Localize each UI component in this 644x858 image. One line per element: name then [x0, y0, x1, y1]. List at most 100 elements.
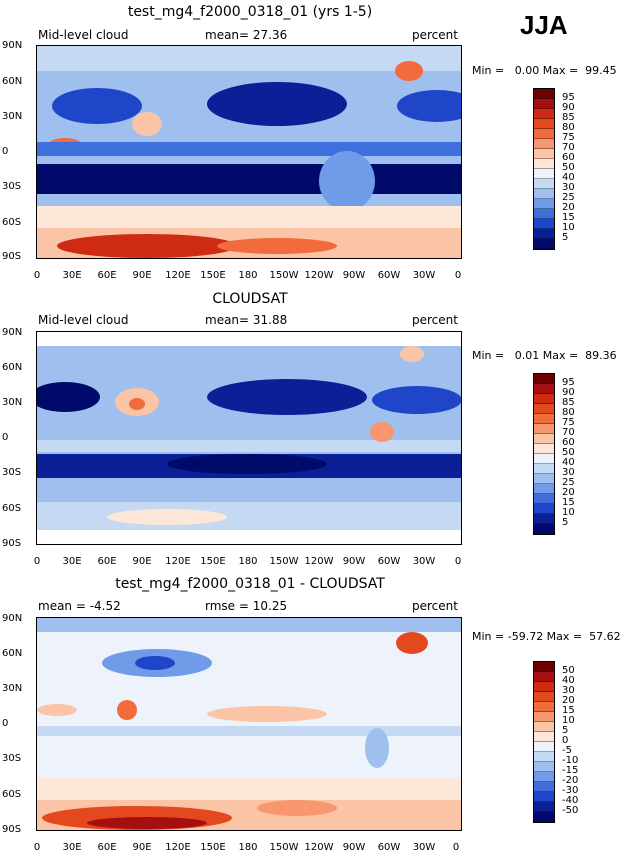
lat-tick: 60S [2, 503, 22, 514]
lon-tick: 120W [304, 556, 334, 567]
colorbar-swatch [534, 752, 554, 762]
lon-tick: 120E [165, 270, 191, 281]
colorbar-label: 60 [562, 437, 575, 448]
colorbar-swatch [534, 414, 554, 424]
colorbar-label: 95 [562, 92, 575, 103]
colorbar-swatch [534, 792, 554, 802]
lat-tick: 30N [2, 397, 23, 408]
colorbar-swatch [534, 504, 554, 514]
colorbar-label: 50 [562, 447, 575, 458]
colorbar-label: 80 [562, 407, 575, 418]
colorbar-label: -5 [562, 745, 572, 756]
colorbar-label: -40 [562, 795, 579, 806]
colorbar-swatch [534, 199, 554, 209]
lon-tick: 30W [412, 556, 436, 567]
colorbar-label: -20 [562, 775, 579, 786]
colorbar-swatch [534, 159, 554, 169]
lat-tick: 90S [2, 538, 22, 549]
panel-title: CLOUDSAT [212, 291, 288, 307]
colorbar-swatch [534, 424, 554, 434]
colorbar-swatch [534, 682, 554, 692]
colorbar-label: 60 [562, 152, 575, 163]
colorbar-swatch [534, 742, 554, 752]
lat-tick: 90N [2, 327, 23, 338]
colorbar-swatch [534, 219, 554, 229]
lon-tick: 0 [454, 556, 462, 567]
lon-tick: 90W [342, 270, 366, 281]
lon-tick: 150E [200, 556, 226, 567]
colorbar-swatch [534, 722, 554, 732]
panel-title: test_mg4_f2000_0318_01 - CLOUDSAT [115, 576, 385, 592]
colorbar-label: -15 [562, 765, 579, 776]
colorbar-label: 85 [562, 397, 575, 408]
colorbar-swatch [534, 662, 554, 672]
colorbar-label: 0 [562, 735, 569, 746]
mean-label: mean= 31.88 [205, 313, 288, 327]
colorbar-label: 30 [562, 685, 575, 696]
colorbar-swatch [534, 692, 554, 702]
colorbar-label: 10 [562, 222, 575, 233]
lon-tick: 60W [377, 270, 401, 281]
lon-tick: 150W [269, 556, 299, 567]
lon-tick: 0 [33, 270, 41, 281]
colorbar-label: 70 [562, 427, 575, 438]
rmse-label: rmse = 10.25 [205, 599, 288, 613]
lon-tick: 0 [454, 270, 462, 281]
lon-tick: 150W [269, 270, 299, 281]
colorbar-label: 40 [562, 675, 575, 686]
lat-tick: 0 [2, 432, 9, 443]
lat-tick: 30S [2, 181, 22, 192]
colorbar-label: 40 [562, 172, 575, 183]
colorbar-swatch [534, 812, 554, 822]
colorbar-swatch [534, 229, 554, 239]
difference-map [36, 617, 462, 831]
colorbar-label: 30 [562, 467, 575, 478]
field-label: Mid-level cloud [38, 313, 129, 327]
colorbar-label: 75 [562, 132, 575, 143]
lat-tick: 30S [2, 467, 22, 478]
min-max-label: Min = 0.00 Max = 99.45 [472, 64, 617, 77]
cloud-map [36, 45, 462, 259]
colorbar-swatch [534, 444, 554, 454]
colorbar-swatch [534, 89, 554, 99]
colorbar-label: 50 [562, 162, 575, 173]
lon-tick: 60E [97, 270, 117, 281]
colorbar-label: 15 [562, 212, 575, 223]
colorbar-swatch [534, 209, 554, 219]
lon-tick: 60E [97, 842, 117, 853]
lat-tick: 30N [2, 111, 23, 122]
colorbar-swatch [534, 109, 554, 119]
lon-tick: 120E [165, 842, 191, 853]
colorbar-swatch [534, 179, 554, 189]
colorbar-swatch [534, 139, 554, 149]
colorbar-label: 75 [562, 417, 575, 428]
colorbar-swatch [534, 169, 554, 179]
lat-tick: 60N [2, 648, 23, 659]
colorbar [533, 373, 555, 535]
colorbar-swatch [534, 149, 554, 159]
mean-label: mean= 27.36 [205, 28, 288, 42]
colorbar-label: 20 [562, 695, 575, 706]
units-label: percent [412, 599, 458, 613]
lon-tick: 30W [412, 270, 436, 281]
lon-tick: 120W [304, 270, 334, 281]
mean-label: mean = -4.52 [38, 599, 121, 613]
colorbar-swatch [534, 802, 554, 812]
lat-tick: 30S [2, 753, 22, 764]
lat-tick: 0 [2, 718, 9, 729]
colorbar-swatch [534, 454, 554, 464]
colorbar-label: 5 [562, 232, 569, 243]
colorbar-label: 10 [562, 507, 575, 518]
lon-tick: 30E [62, 270, 82, 281]
colorbar-label: 5 [562, 725, 569, 736]
lon-tick: 150W [269, 842, 299, 853]
lon-tick: 90E [132, 556, 152, 567]
colorbar-label: 20 [562, 202, 575, 213]
colorbar-label: 85 [562, 112, 575, 123]
lon-tick: 90E [132, 270, 152, 281]
colorbar-swatch [534, 434, 554, 444]
field-label: Mid-level cloud [38, 28, 129, 42]
colorbar-swatch [534, 772, 554, 782]
units-label: percent [412, 28, 458, 42]
colorbar-label: 95 [562, 377, 575, 388]
